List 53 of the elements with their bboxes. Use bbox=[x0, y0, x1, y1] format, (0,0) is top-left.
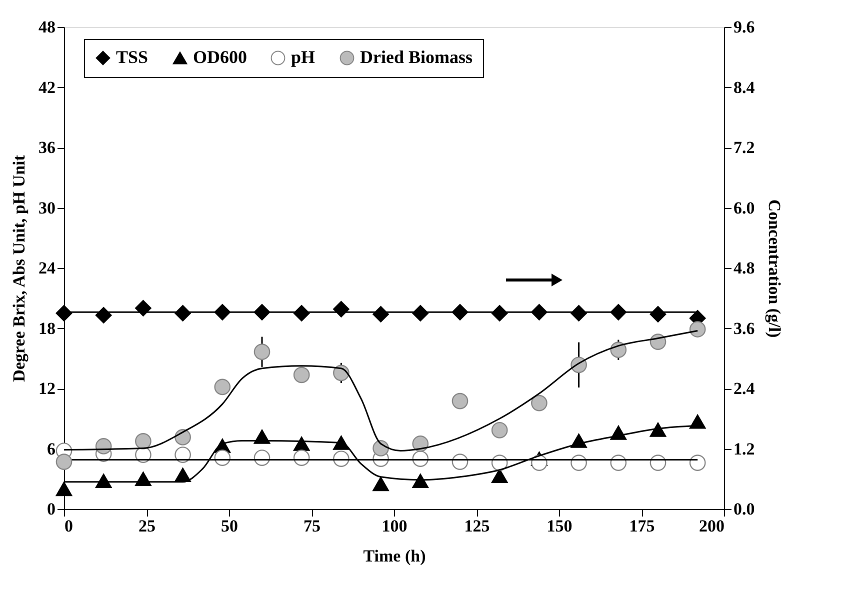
x-axis-title: Time (h) bbox=[363, 546, 426, 566]
legend-label: TSS bbox=[116, 47, 148, 67]
point bbox=[491, 422, 508, 438]
y2-tick-label: 8.4 bbox=[734, 78, 756, 97]
point bbox=[95, 307, 112, 324]
x-tick-label: 125 bbox=[464, 516, 490, 536]
point bbox=[135, 300, 152, 316]
point bbox=[412, 436, 429, 452]
y2-tick-label: 1.2 bbox=[734, 439, 755, 458]
x-tick-label: 50 bbox=[221, 516, 238, 536]
y-axis-title: Degree Brix, Abs Unit, pH Unit bbox=[10, 154, 28, 382]
x-tick-label: 0 bbox=[64, 516, 73, 536]
x-tick-label: 150 bbox=[546, 516, 572, 536]
y2-tick-label: 7.2 bbox=[734, 138, 755, 157]
y-tick-label: 6 bbox=[47, 439, 56, 458]
y-tick-label: 42 bbox=[38, 78, 56, 97]
y2-tick-label: 6.0 bbox=[734, 198, 755, 218]
legend-label: pH bbox=[291, 47, 316, 67]
point bbox=[689, 414, 706, 429]
x-tick-label: 200 bbox=[699, 516, 724, 536]
y-tick-label: 48 bbox=[38, 18, 56, 36]
y2-tick-label: 9.6 bbox=[734, 18, 755, 36]
legend-label: OD600 bbox=[193, 47, 247, 67]
point bbox=[254, 344, 270, 360]
y-tick-label: 30 bbox=[38, 198, 56, 218]
point bbox=[293, 366, 310, 384]
point bbox=[135, 433, 152, 450]
y-tick-label: 24 bbox=[38, 258, 56, 278]
y-tick-label: 12 bbox=[38, 379, 56, 398]
x-tick-label: 175 bbox=[629, 516, 655, 536]
point bbox=[452, 392, 468, 410]
x-tick-label: 25 bbox=[138, 516, 156, 536]
point bbox=[689, 321, 706, 338]
y2-tick-label: 0.0 bbox=[734, 500, 755, 518]
legend-label: Dried Biomass bbox=[360, 47, 472, 67]
y-tick-label: 18 bbox=[38, 318, 56, 338]
y2-tick-label: 2.4 bbox=[734, 379, 756, 398]
y2-tick-label: 4.8 bbox=[734, 258, 755, 278]
point bbox=[56, 454, 72, 470]
point bbox=[531, 394, 548, 412]
y-tick-label: 0 bbox=[47, 500, 56, 518]
y-tick-label: 36 bbox=[38, 138, 56, 157]
point bbox=[56, 305, 72, 322]
y2-axis-title: Concentration (g/l) bbox=[764, 199, 784, 338]
point bbox=[214, 378, 231, 396]
point bbox=[56, 482, 72, 496]
point bbox=[491, 468, 508, 484]
point bbox=[372, 476, 389, 492]
point bbox=[650, 422, 666, 437]
y2-tick-label: 3.6 bbox=[734, 318, 755, 338]
x-tick-label: 100 bbox=[382, 516, 408, 536]
point bbox=[412, 474, 429, 488]
x-tick-label: 75 bbox=[304, 516, 320, 536]
